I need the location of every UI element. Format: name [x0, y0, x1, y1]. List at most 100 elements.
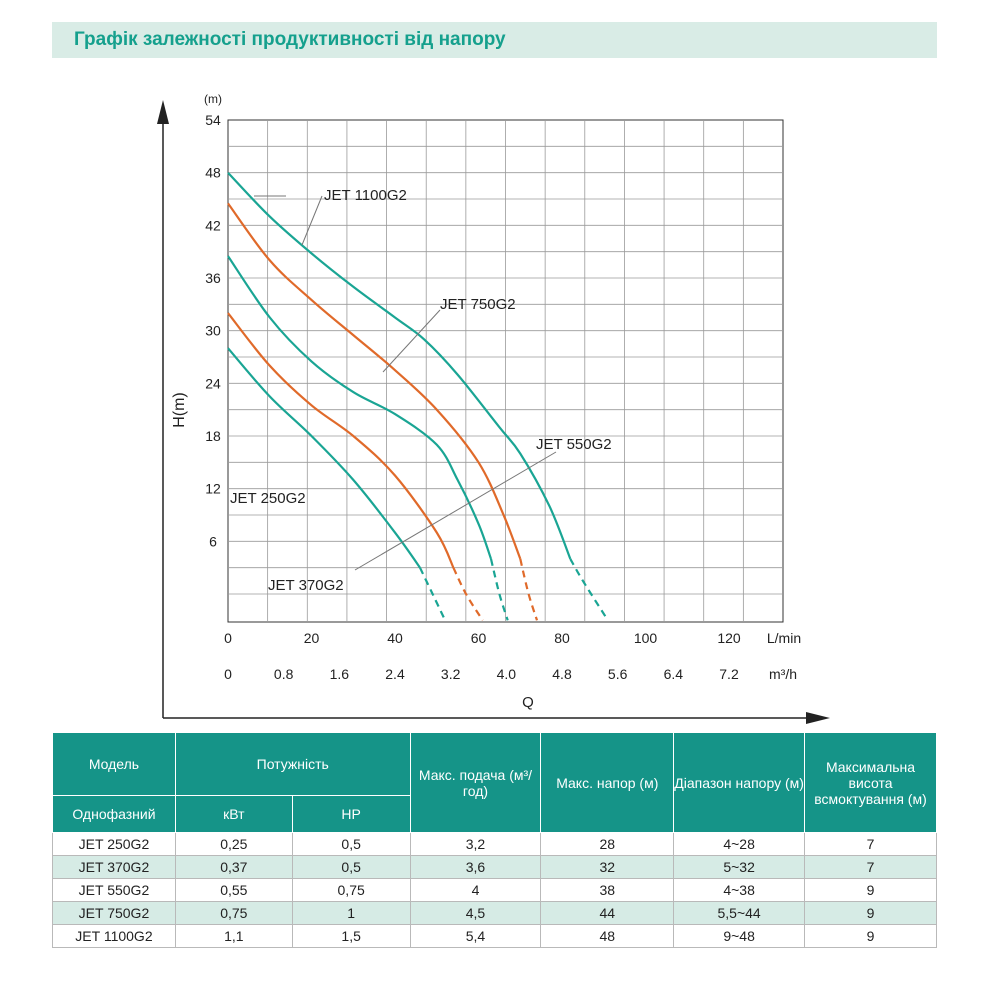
- cell-suction: 9: [804, 924, 937, 948]
- header-max-flow: Макс. подача (м³/год): [409, 732, 542, 833]
- x-axis-label: Q: [522, 694, 534, 711]
- cell-suction: 7: [804, 855, 937, 879]
- header-hp: HP: [291, 795, 411, 833]
- cell-model: JET 370G2: [52, 855, 176, 879]
- cell-flow: 3,2: [409, 832, 542, 856]
- cell-suction: 9: [804, 878, 937, 902]
- curve-jet-750g2: [227, 202, 522, 560]
- annotation-leader: [382, 309, 441, 373]
- x-tick-label-lmin: 40: [387, 630, 403, 646]
- y-tick-label: 42: [205, 217, 221, 233]
- cell-hp: 0,5: [291, 855, 411, 879]
- y-tick-label: 48: [205, 165, 221, 181]
- x-tick-label-lmin: 80: [554, 630, 570, 646]
- cell-kw: 1,1: [174, 924, 293, 948]
- cell-model: JET 550G2: [52, 878, 176, 902]
- curve-jet-370g2-dashed: [452, 567, 484, 621]
- cell-flow: 4,5: [409, 901, 542, 925]
- annotation-leader: [301, 195, 323, 246]
- cell-suction: 7: [804, 832, 937, 856]
- cell-hp: 1,5: [291, 924, 411, 948]
- y-axis-arrow: [157, 100, 169, 124]
- cell-head: 44: [540, 901, 675, 925]
- series-annotation: JET 370G2: [268, 577, 344, 594]
- cell-kw: 0,25: [174, 832, 293, 856]
- y-tick-label: 12: [205, 481, 221, 497]
- x-tick-label-lmin: 60: [471, 630, 487, 646]
- cell-head: 28: [540, 832, 675, 856]
- x-tick-label-lmin: 120: [717, 630, 741, 646]
- cell-range: 5,5~44: [673, 901, 806, 925]
- x-tick-label-m3h: 0.8: [274, 666, 294, 682]
- x-tick-label-lmin: 100: [634, 630, 658, 646]
- x-unit-lmin: L/min: [767, 630, 801, 646]
- cell-hp: 0,75: [291, 878, 411, 902]
- table-row: JET 750G2 0,75 1 4,5 44 5,5~44 9: [52, 901, 937, 925]
- cell-flow: 4: [409, 878, 542, 902]
- x-tick-label-m3h: 4.8: [552, 666, 572, 682]
- x-tick-label-m3h: 4.0: [497, 666, 517, 682]
- curve-jet-550g2: [227, 255, 493, 560]
- y-tick-label: 30: [205, 323, 221, 339]
- cell-head: 48: [540, 924, 675, 948]
- y-tick-label: 6: [209, 533, 217, 549]
- cell-head: 32: [540, 855, 675, 879]
- annotation-leader: [354, 451, 557, 571]
- curve-jet-250g2-dashed: [419, 567, 447, 621]
- pump-performance-chart: 6 12 18 24 30 36 42 48 54 (m) H(m) 0 20 40 60 80 100 120 L…: [157, 92, 830, 724]
- cell-kw: 0,55: [174, 878, 293, 902]
- x-tick-label-m3h: 2.4: [385, 666, 405, 682]
- header-kw: кВт: [174, 795, 293, 833]
- curve-jet-250g2: [227, 347, 421, 569]
- x-tick-label-lmin: 20: [304, 630, 320, 646]
- cell-model: JET 750G2: [52, 901, 176, 925]
- curve-jet-370g2: [227, 312, 455, 569]
- cell-suction: 9: [804, 901, 937, 925]
- series-annotation: JET 550G2: [536, 436, 612, 453]
- cell-range: 9~48: [673, 924, 806, 948]
- table-row: JET 550G2 0,55 0,75 4 38 4~38 9: [52, 878, 937, 902]
- curve-jet-750g2-dashed: [519, 558, 539, 621]
- header-power: Потужність: [174, 732, 411, 796]
- header-max-head: Макс. напор (м): [540, 732, 675, 833]
- cell-range: 4~38: [673, 878, 806, 902]
- x-tick-label-m3h: 0: [224, 666, 232, 682]
- cell-flow: 3,6: [409, 855, 542, 879]
- y-unit-label: (m): [204, 92, 222, 106]
- series-annotation: JET 250G2: [230, 490, 306, 507]
- table-row: JET 370G2 0,37 0,5 3,6 32 5~32 7: [52, 855, 937, 879]
- y-tick-label: 24: [205, 375, 221, 391]
- x-axis-arrow: [806, 712, 830, 724]
- table-row: JET 1100G2 1,1 1,5 5,4 48 9~48 9: [52, 924, 937, 948]
- header-head-range: Діапазон напору (м): [673, 732, 806, 833]
- header-max-suction: Максимальна висота всмоктування (м): [804, 732, 937, 833]
- series-annotation: JET 1100G2: [324, 187, 407, 204]
- header-single-phase: Однофазний: [52, 795, 176, 833]
- series-annotation: JET 750G2: [440, 296, 516, 313]
- y-tick-label: 36: [205, 270, 221, 286]
- y-axis-label: H(m): [171, 392, 188, 428]
- x-tick-label-m3h: 3.2: [441, 666, 461, 682]
- header-model: Модель: [52, 732, 176, 796]
- page-title: Графік залежності продуктивності від нап…: [74, 29, 506, 50]
- title-bar: Графік залежності продуктивності від нап…: [52, 22, 937, 58]
- cell-kw: 0,37: [174, 855, 293, 879]
- x-tick-label-m3h: 7.2: [719, 666, 739, 682]
- cell-range: 5~32: [673, 855, 806, 879]
- cell-hp: 0,5: [291, 832, 411, 856]
- y-tick-label: 18: [205, 428, 221, 444]
- specs-table: Модель Потужність Макс. подача (м³/год) …: [52, 732, 937, 948]
- x-unit-m3h: m³/h: [769, 666, 797, 682]
- cell-hp: 1: [291, 901, 411, 925]
- x-tick-label-lmin: 0: [224, 630, 232, 646]
- x-tick-label-m3h: 1.6: [330, 666, 350, 682]
- curve-jet-550g2-dashed: [489, 558, 509, 621]
- cell-head: 38: [540, 878, 675, 902]
- curve-jet-1100g2-dashed: [569, 558, 609, 621]
- cell-range: 4~28: [673, 832, 806, 856]
- curve-jet-1100g2: [227, 171, 572, 560]
- cell-flow: 5,4: [409, 924, 542, 948]
- cell-kw: 0,75: [174, 901, 293, 925]
- y-tick-label: 54: [205, 112, 221, 128]
- cell-model: JET 1100G2: [52, 924, 176, 948]
